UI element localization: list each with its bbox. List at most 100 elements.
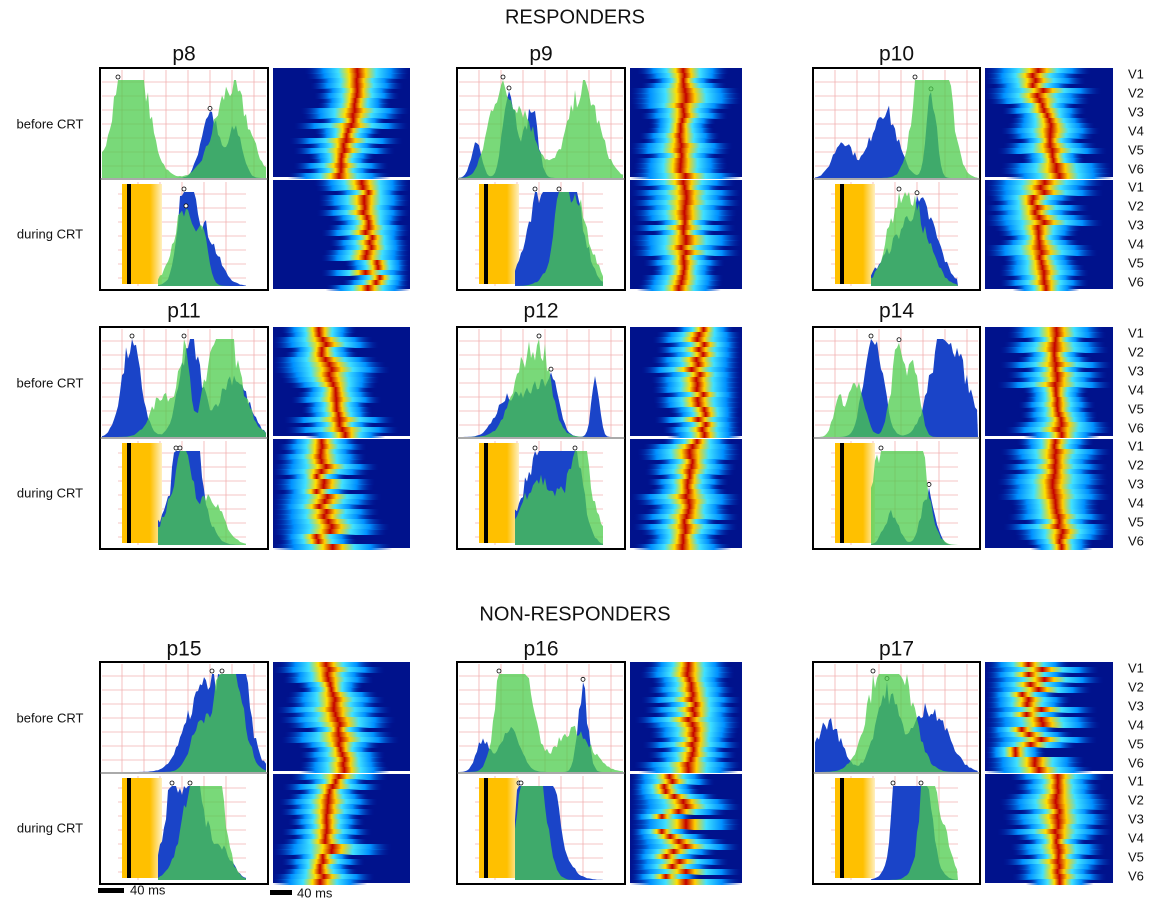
heatmap-band <box>632 163 729 169</box>
panel-label: p17 <box>879 638 914 661</box>
waveform-area <box>815 674 978 772</box>
row-label: before CRT <box>17 710 84 725</box>
heatmap-band <box>273 479 376 485</box>
heatmap-band <box>999 168 1113 174</box>
heatmap-band <box>273 524 391 530</box>
heatmap-band <box>998 270 1090 276</box>
heatmap-band <box>304 779 367 785</box>
waveform-area <box>871 786 958 880</box>
heatmap-band <box>1014 834 1101 840</box>
heatmap-band <box>993 83 1073 89</box>
heatmap-band <box>653 757 728 763</box>
heatmap-band <box>985 737 1098 743</box>
lead-label: V4 <box>1128 236 1144 251</box>
heatmap-band <box>657 372 742 378</box>
lead-label: V1 <box>1128 438 1144 453</box>
heatmap-band <box>639 672 735 678</box>
heatmap-band <box>653 712 736 718</box>
heatmap-band <box>273 469 370 475</box>
heatmap-band <box>648 504 731 510</box>
peak-marker <box>518 780 524 786</box>
heatmap-band <box>647 185 722 191</box>
heatmap-band <box>282 784 383 790</box>
lead-label: V3 <box>1128 363 1144 378</box>
heatmap-band <box>277 534 356 540</box>
heatmap-band <box>630 829 694 835</box>
heatmap-band <box>273 499 377 505</box>
heatmap-band <box>640 205 730 211</box>
heatmap-band <box>314 128 383 134</box>
heatmap-band <box>273 484 375 490</box>
heatmap-band <box>287 819 366 825</box>
heatmap-band <box>284 672 370 678</box>
heatmap-band <box>298 789 361 795</box>
heatmap-band <box>651 387 742 393</box>
heatmap-band <box>634 717 742 723</box>
lead-label: V4 <box>1128 830 1144 845</box>
heatmap-band <box>985 93 1090 99</box>
heatmap-band <box>296 392 375 398</box>
heatmap-band <box>273 519 384 525</box>
lead-label: V4 <box>1128 123 1144 138</box>
heatmap-band <box>649 732 738 738</box>
peak-marker <box>173 445 179 451</box>
heatmap-band <box>658 702 733 708</box>
heatmap-band <box>988 195 1079 201</box>
heatmap-band <box>280 327 358 333</box>
heatmap-band <box>642 742 742 748</box>
panel-label: p10 <box>879 43 914 66</box>
heatmap-band <box>280 737 400 743</box>
heatmap-band <box>1012 849 1106 855</box>
heatmap-band <box>289 702 379 708</box>
scale-bar <box>270 890 292 895</box>
heatmap-band <box>630 879 742 885</box>
heatmap-band <box>282 839 368 845</box>
heatmap-band <box>671 412 741 418</box>
lead-label: V3 <box>1128 217 1144 232</box>
heatmap-band <box>319 88 396 94</box>
heatmap-band <box>273 509 380 515</box>
heatmap-band <box>986 662 1071 668</box>
heatmap-band <box>282 332 356 338</box>
heatmap-band <box>985 767 1093 773</box>
heatmap-band <box>273 367 391 373</box>
heatmap-band <box>1010 118 1090 124</box>
heatmap-band <box>647 534 719 540</box>
heatmap-band <box>630 250 742 256</box>
heatmap-band <box>630 200 742 206</box>
heatmap-band <box>288 347 356 353</box>
heatmap-band <box>281 869 359 875</box>
heatmap-band <box>638 767 739 773</box>
pacing-line <box>127 184 131 284</box>
heatmap-band <box>985 707 1098 713</box>
heatmap-band <box>1016 824 1100 830</box>
peak-marker <box>115 74 121 80</box>
heatmap-band <box>292 814 360 820</box>
heatmap-band <box>1024 519 1095 525</box>
heatmap-band <box>1005 173 1113 179</box>
heatmap-band <box>630 839 728 845</box>
heatmap-band <box>630 844 742 850</box>
pacing-line <box>484 443 488 543</box>
peak-marker <box>572 445 578 451</box>
heatmap-band <box>288 804 367 810</box>
waveform-area <box>871 451 958 545</box>
heatmap-band <box>273 849 391 855</box>
heatmap-band <box>1006 372 1108 378</box>
heatmap-band <box>273 342 380 348</box>
heatmap-band <box>280 809 375 815</box>
heatmap-band <box>337 220 401 226</box>
heatmap-band <box>654 692 732 698</box>
lead-label: V6 <box>1128 161 1144 176</box>
waveform-area <box>102 674 266 772</box>
heatmap-band <box>327 225 410 231</box>
heatmap-band <box>308 153 376 159</box>
heatmap-band <box>630 794 719 800</box>
heatmap-band <box>1019 412 1098 418</box>
heatmap-band <box>1007 123 1095 129</box>
lead-label: V6 <box>1128 533 1144 548</box>
heatmap-band <box>985 687 1093 693</box>
heatmap-band <box>332 245 410 251</box>
lead-label: V1 <box>1128 66 1144 81</box>
heatmap-band <box>278 799 378 805</box>
